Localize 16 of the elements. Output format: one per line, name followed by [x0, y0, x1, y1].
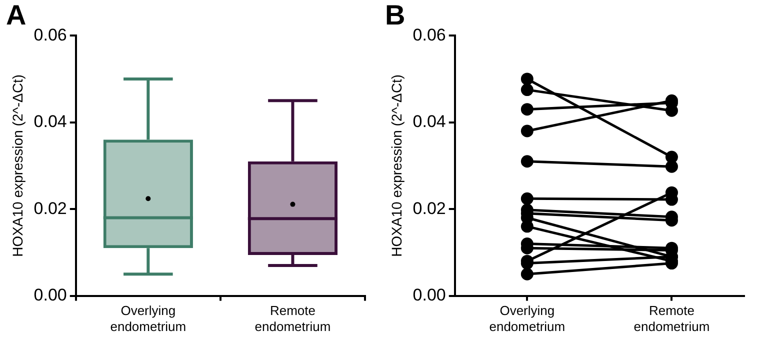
- y-tick-label: 0.02: [412, 198, 446, 218]
- y-axis-title: HOXA10 expression (2^-ΔCt): [388, 74, 404, 257]
- y-tick-label: 0.06: [412, 25, 446, 44]
- y-tick-label: 0.06: [34, 25, 67, 44]
- y-tick-label: 0.00: [412, 285, 446, 304]
- chart-title: A: [6, 0, 26, 31]
- y-tick-label: 0.00: [34, 285, 67, 304]
- x-tick-label: Overlying endometrium: [110, 303, 186, 334]
- y-tick-label: 0.02: [34, 198, 67, 218]
- x-tick-label: Remote endometrium: [254, 303, 331, 334]
- y-axis-title: HOXA10 expression (2^-ΔCt): [9, 74, 26, 257]
- y-tick-label: 0.04: [412, 112, 446, 132]
- x-tick-label: Overlying endometrium: [489, 303, 566, 334]
- y-tick-label: 0.04: [34, 112, 67, 132]
- x-tick-label: Remote endometrium: [634, 303, 710, 334]
- chart-title: B: [385, 0, 406, 31]
